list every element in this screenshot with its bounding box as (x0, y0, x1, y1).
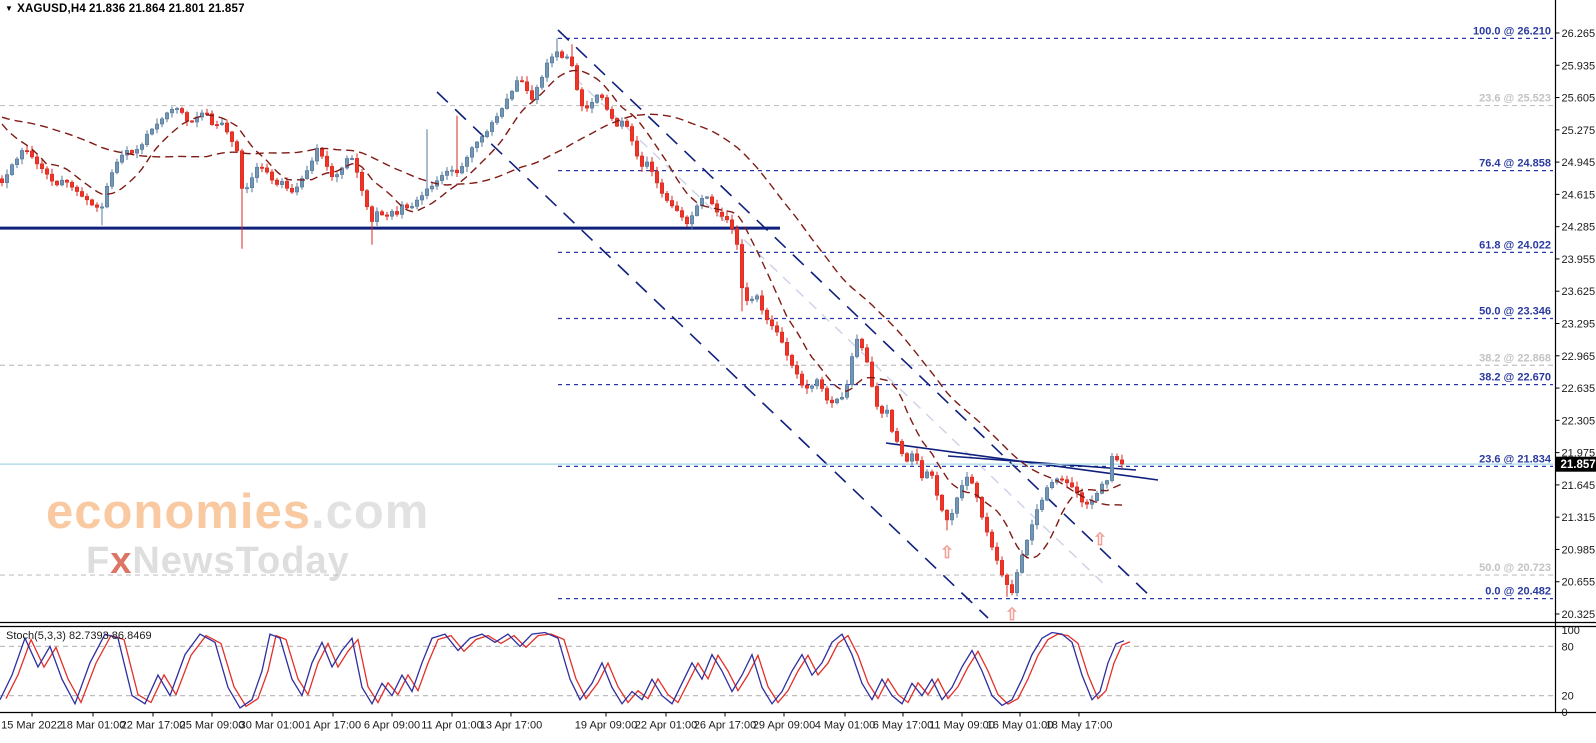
price-axis-label: 21.645 (1562, 480, 1596, 492)
stoch-indicator-label: Stoch(5,3,3) 82.7393 86.8469 (6, 630, 152, 642)
channel-midline (574, 77, 1106, 586)
up-arrow-icon: ⇧ (1005, 605, 1019, 624)
ma-short-line (1, 69, 1123, 560)
price-axis-label: 20.655 (1562, 577, 1596, 589)
symbol-ohlc-label: ▼ XAGUSD,H4 21.836 21.864 21.801 21.857 (5, 3, 248, 15)
up-arrow-icon: ⇧ (1093, 530, 1107, 549)
fib-blue-label: 38.2 @ 22.670 (1479, 372, 1551, 384)
watermark-brand: economies (46, 485, 311, 539)
fib-gray-label: 38.2 @ 22.868 (1479, 352, 1551, 364)
time-axis-label: 29 Apr 09:00 (753, 720, 815, 732)
fib-retracement-gray[interactable]: 23.6 @ 25.523 38.2 @ 22.868 50.0 @ 20.723 (0, 93, 1553, 576)
channel-line (557, 29, 1153, 599)
trend-line (947, 455, 1137, 471)
channel-lines[interactable] (436, 29, 1153, 619)
signal-arrows: ⇧ ⇧ ⇧ (940, 530, 1107, 624)
time-axis-label: 1 Apr 17:00 (305, 720, 361, 732)
fib-gray-label: 23.6 @ 25.523 (1479, 93, 1551, 105)
price-axis-label: 22.635 (1562, 383, 1596, 395)
collapse-triangle-icon[interactable]: ▼ (5, 4, 14, 13)
fib-gray-label: 50.0 @ 20.723 (1479, 562, 1551, 574)
watermark-tagline: FxNewsToday (86, 540, 350, 582)
time-axis-label: 4 May 01:00 (815, 720, 876, 732)
price-axis[interactable]: 26.265 25.935 25.605 25.275 24.945 24.615 24.2… (1555, 28, 1596, 621)
fib-blue-label: 76.4 @ 24.858 (1479, 158, 1551, 170)
fib-blue-label: 100.0 @ 26.210 (1473, 25, 1551, 37)
ohlc-values: 21.836 21.864 21.801 21.857 (89, 3, 245, 15)
price-axis-label: 26.265 (1562, 28, 1596, 40)
time-axis-label: 18 May 17:00 (1046, 720, 1113, 732)
time-axis-label: 22 Mar 17:00 (121, 720, 186, 732)
price-axis-label: 21.315 (1562, 512, 1596, 524)
time-axis-label: 6 May 17:00 (873, 720, 934, 732)
channel-line (436, 91, 989, 619)
fib-blue-label: 61.8 @ 24.022 (1479, 239, 1551, 251)
time-axis-label: 11 Apr 01:00 (421, 720, 483, 732)
up-arrow-icon: ⇧ (940, 543, 954, 562)
time-axis-label: 26 Apr 17:00 (694, 720, 756, 732)
fib-retracement-blue[interactable]: 100.0 @ 26.210 76.4 @ 24.858 61.8 @ 24.022… (558, 25, 1553, 600)
stoch-axis-label: 0 (1562, 707, 1568, 719)
price-axis-label: 25.275 (1562, 125, 1596, 137)
price-axis-label: 25.935 (1562, 60, 1596, 72)
symbol-name: XAGUSD,H4 (17, 3, 87, 15)
stoch-axis-label: 80 (1562, 641, 1574, 653)
stoch-axis-label: 20 (1562, 691, 1574, 703)
watermark: economies.com FxNewsToday (46, 488, 429, 582)
price-axis-label: 23.955 (1562, 254, 1596, 266)
watermark-domain: .com (310, 485, 430, 539)
time-axis-label: 22 Apr 01:00 (635, 720, 697, 732)
current-price-badge: 21.857 (1555, 456, 1596, 472)
price-axis-label: 21.975 (1562, 448, 1596, 460)
fib-blue-label: 50.0 @ 23.346 (1479, 306, 1551, 318)
stoch-axis[interactable]: 100 80 20 0 (1562, 625, 1580, 719)
price-axis-label: 24.615 (1562, 189, 1596, 201)
time-axis-label: 15 Mar 2022 (1, 720, 63, 732)
time-axis-label: 16 May 01:00 (987, 720, 1054, 732)
price-axis-label: 22.305 (1562, 415, 1596, 427)
stoch-signal-line (5, 633, 1131, 708)
time-axis-label: 11 May 09:00 (929, 720, 995, 732)
price-axis-label: 20.325 (1562, 609, 1596, 621)
price-axis-label: 23.295 (1562, 319, 1596, 331)
fib-blue-label: 0.0 @ 20.482 (1485, 586, 1551, 598)
price-axis-label: 23.625 (1562, 286, 1596, 298)
fib-blue-label: 23.6 @ 21.834 (1479, 453, 1552, 465)
price-axis-label: 24.945 (1562, 157, 1596, 169)
time-axis-label: 13 Apr 17:00 (480, 720, 542, 732)
time-axis-label: 19 Apr 09:00 (575, 720, 637, 732)
time-axis-label: 18 Mar 01:00 (61, 720, 126, 732)
current-price-value: 21.857 (1561, 459, 1596, 471)
time-axis-label: 30 Mar 01:00 (240, 720, 305, 732)
time-axis-label: 6 Apr 09:00 (364, 720, 420, 732)
candles (0, 38, 1125, 597)
watermark-brand-line: economies.com (46, 488, 429, 537)
time-axis-label: 25 Mar 09:00 (180, 720, 245, 732)
price-axis-label: 22.965 (1562, 351, 1596, 363)
price-axis-label: 25.605 (1562, 93, 1596, 105)
ma-long-line (1, 113, 1123, 506)
price-axis-label: 20.985 (1562, 544, 1596, 556)
price-axis-label: 24.285 (1562, 222, 1596, 234)
stoch-main-line (0, 631, 1125, 709)
stoch-axis-label: 100 (1562, 625, 1580, 637)
